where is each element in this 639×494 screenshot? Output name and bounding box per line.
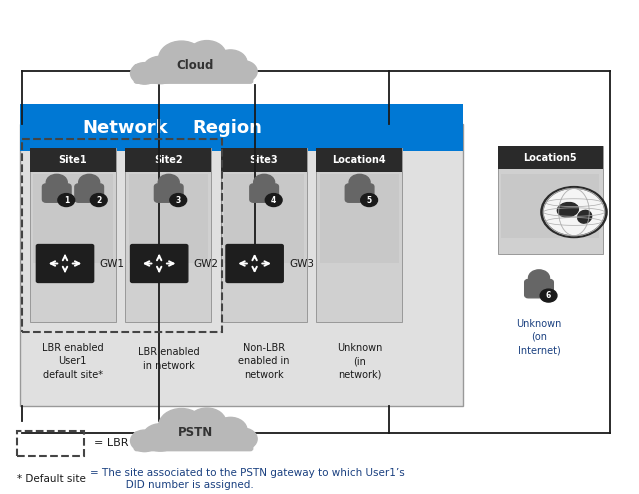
Text: Location4: Location4: [332, 155, 386, 165]
FancyBboxPatch shape: [221, 148, 307, 172]
FancyBboxPatch shape: [226, 245, 283, 283]
Circle shape: [170, 194, 187, 206]
Ellipse shape: [578, 210, 592, 223]
FancyBboxPatch shape: [320, 174, 399, 262]
Circle shape: [265, 194, 282, 206]
Text: GW1: GW1: [100, 258, 125, 269]
FancyBboxPatch shape: [525, 280, 553, 298]
Circle shape: [528, 270, 550, 286]
FancyBboxPatch shape: [316, 148, 402, 322]
FancyBboxPatch shape: [316, 148, 402, 172]
Text: Non-LBR
enabled in
network: Non-LBR enabled in network: [238, 343, 290, 380]
Text: Unknown
(on
Internet): Unknown (on Internet): [516, 319, 562, 355]
Text: 6: 6: [546, 291, 551, 300]
FancyBboxPatch shape: [128, 174, 208, 262]
Text: Location5: Location5: [523, 153, 577, 163]
FancyBboxPatch shape: [20, 124, 463, 406]
Circle shape: [130, 430, 158, 452]
FancyBboxPatch shape: [125, 148, 212, 322]
Text: GW2: GW2: [194, 258, 219, 269]
Circle shape: [130, 63, 158, 84]
Circle shape: [58, 194, 75, 206]
Text: 1: 1: [64, 196, 69, 205]
FancyBboxPatch shape: [498, 146, 603, 169]
Text: PSTN: PSTN: [178, 426, 213, 439]
FancyBboxPatch shape: [501, 174, 599, 238]
Text: Site3: Site3: [249, 155, 278, 165]
FancyBboxPatch shape: [498, 146, 603, 254]
Circle shape: [254, 174, 275, 191]
Text: = LBR enabled: = LBR enabled: [94, 438, 176, 449]
FancyBboxPatch shape: [30, 148, 116, 172]
Text: Unknown
(in
network): Unknown (in network): [337, 343, 382, 380]
Text: GW3: GW3: [289, 258, 314, 269]
Circle shape: [188, 41, 226, 70]
Text: LBR enabled
in network: LBR enabled in network: [138, 347, 199, 370]
Circle shape: [46, 174, 67, 191]
Circle shape: [541, 187, 607, 238]
FancyBboxPatch shape: [20, 104, 463, 151]
Circle shape: [543, 189, 604, 236]
Circle shape: [188, 408, 226, 437]
Ellipse shape: [557, 203, 578, 217]
Text: 5: 5: [367, 196, 372, 205]
Text: Cloud: Cloud: [177, 59, 214, 72]
FancyBboxPatch shape: [125, 148, 212, 172]
FancyBboxPatch shape: [134, 432, 252, 451]
FancyBboxPatch shape: [33, 174, 112, 262]
FancyBboxPatch shape: [130, 245, 188, 283]
Circle shape: [158, 409, 204, 444]
FancyBboxPatch shape: [42, 184, 71, 202]
Circle shape: [79, 174, 100, 191]
Circle shape: [158, 174, 179, 191]
Circle shape: [229, 428, 257, 450]
Text: 4: 4: [271, 196, 276, 205]
Circle shape: [142, 56, 178, 83]
Text: Site1: Site1: [59, 155, 88, 165]
Text: 2: 2: [96, 196, 102, 205]
FancyBboxPatch shape: [36, 245, 94, 283]
FancyBboxPatch shape: [345, 184, 374, 202]
Circle shape: [361, 194, 378, 206]
Circle shape: [349, 174, 370, 191]
Circle shape: [214, 417, 247, 443]
FancyBboxPatch shape: [75, 184, 104, 202]
Circle shape: [142, 424, 178, 451]
Circle shape: [540, 289, 557, 302]
Text: LBR enabled
User1
default site*: LBR enabled User1 default site*: [42, 343, 104, 380]
Text: Site2: Site2: [154, 155, 183, 165]
FancyBboxPatch shape: [221, 148, 307, 322]
Text: * Default site: * Default site: [17, 474, 86, 484]
Circle shape: [90, 194, 107, 206]
Circle shape: [229, 61, 257, 82]
Text: 3: 3: [176, 196, 181, 205]
Circle shape: [158, 41, 204, 77]
FancyBboxPatch shape: [250, 184, 279, 202]
Text: Region: Region: [192, 119, 262, 137]
FancyBboxPatch shape: [155, 184, 183, 202]
FancyBboxPatch shape: [30, 148, 116, 322]
FancyBboxPatch shape: [134, 65, 252, 83]
Text: Network: Network: [82, 119, 168, 137]
Text: = The site associated to the PSTN gateway to which User1’s
           DID number: = The site associated to the PSTN gatewa…: [91, 468, 405, 490]
Circle shape: [214, 50, 247, 76]
FancyBboxPatch shape: [224, 174, 304, 262]
